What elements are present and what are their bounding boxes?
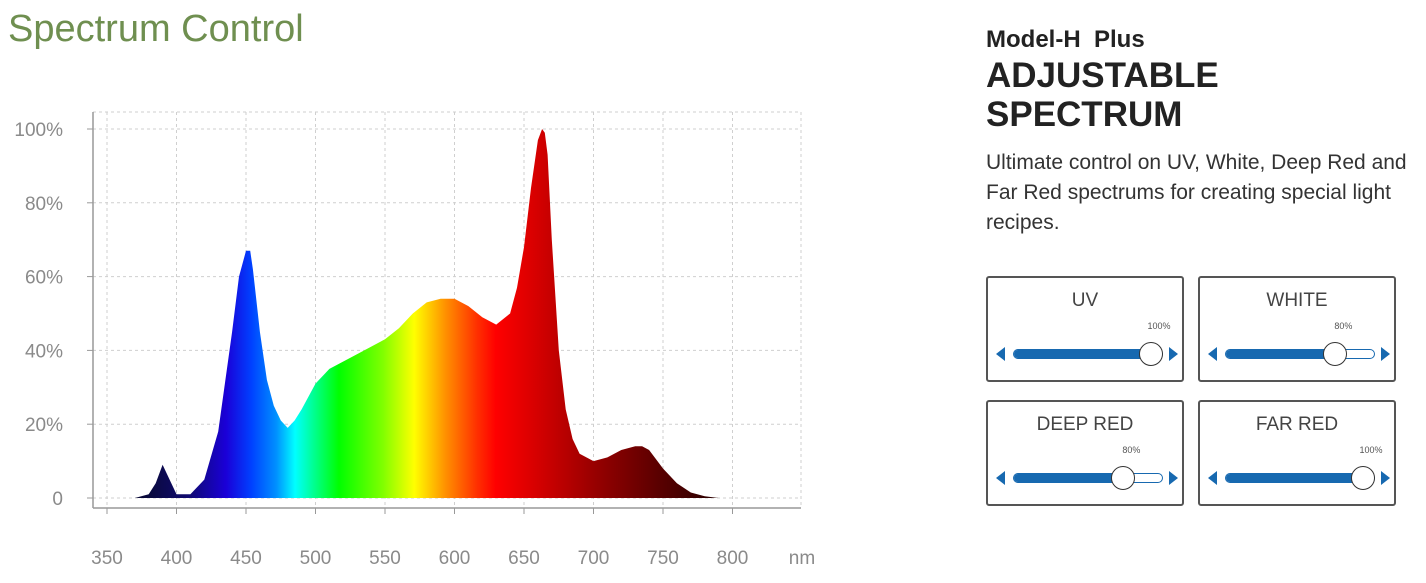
slider-fill bbox=[1014, 474, 1125, 482]
x-tick-label: 750 bbox=[647, 548, 679, 569]
decrease-arrow-icon[interactable] bbox=[996, 347, 1005, 361]
y-tick-label: 40% bbox=[25, 341, 63, 362]
x-tick-label: 550 bbox=[369, 548, 401, 569]
x-tick-label: 600 bbox=[439, 548, 471, 569]
y-tick-label: 0 bbox=[52, 489, 63, 510]
x-tick-label: 700 bbox=[578, 548, 610, 569]
slider-value: 100% bbox=[1359, 445, 1383, 455]
slider-fill bbox=[1226, 474, 1364, 482]
increase-arrow-icon[interactable] bbox=[1381, 347, 1390, 361]
slider-value: 80% bbox=[1122, 445, 1141, 455]
x-unit-label: nm bbox=[789, 548, 815, 569]
slider-label: WHITE bbox=[1266, 290, 1328, 311]
decrease-arrow-icon[interactable] bbox=[1208, 347, 1217, 361]
slider-value: 80% bbox=[1334, 321, 1353, 331]
decrease-arrow-icon[interactable] bbox=[996, 471, 1005, 485]
decrease-arrow-icon[interactable] bbox=[1208, 471, 1217, 485]
white-slider-handle[interactable] bbox=[1323, 342, 1348, 366]
increase-arrow-icon[interactable] bbox=[1381, 471, 1390, 485]
x-tick-label: 650 bbox=[508, 548, 540, 569]
x-tick-label: 350 bbox=[91, 548, 123, 569]
deep-red-slider-track[interactable] bbox=[1013, 473, 1163, 483]
slider-fill bbox=[1226, 350, 1337, 358]
spectrum-area bbox=[107, 129, 733, 498]
page-title: Spectrum Control bbox=[8, 8, 304, 50]
slider-label: FAR RED bbox=[1255, 414, 1339, 435]
white-slider-panel: WHITE 80% bbox=[1198, 276, 1396, 382]
increase-arrow-icon[interactable] bbox=[1169, 471, 1178, 485]
y-tick-label: 20% bbox=[25, 415, 63, 436]
chart-grid bbox=[93, 111, 802, 508]
slider-value: 100% bbox=[1147, 321, 1171, 331]
slider-fill bbox=[1014, 350, 1152, 358]
x-tick-label: 500 bbox=[300, 548, 332, 569]
far-red-slider-panel: FAR RED 100% bbox=[1198, 400, 1396, 506]
uv-slider-handle[interactable] bbox=[1139, 342, 1163, 366]
deep-red-slider-panel: DEEP RED 80% bbox=[986, 400, 1184, 506]
spectrum-chart: 0 20% 40% 60% 80% 100% 350 400 450 500 550 600 650 70… bbox=[14, 111, 815, 569]
y-tick-label: 80% bbox=[25, 194, 63, 215]
product-info: Model-H Plus ADJUSTABLE SPECTRUM Ultimat… bbox=[986, 24, 1416, 238]
increase-arrow-icon[interactable] bbox=[1169, 347, 1178, 361]
chart-axes bbox=[87, 112, 801, 514]
y-tick-label: 60% bbox=[25, 268, 63, 289]
x-tick-label: 800 bbox=[717, 548, 749, 569]
chart-tick-labels: 0 20% 40% 60% 80% 100% 350 400 450 500 550 600 650 70… bbox=[14, 120, 815, 569]
far-red-slider-handle[interactable] bbox=[1351, 466, 1375, 490]
x-tick-label: 450 bbox=[230, 548, 262, 569]
product-headline: ADJUSTABLE SPECTRUM bbox=[986, 56, 1219, 134]
deep-red-slider-handle[interactable] bbox=[1111, 466, 1136, 490]
model-name: Model-H Plus bbox=[986, 26, 1145, 53]
x-tick-label: 400 bbox=[161, 548, 193, 569]
slider-label: DEEP RED bbox=[1036, 414, 1134, 435]
product-description: Ultimate control on UV, White, Deep Red … bbox=[986, 151, 1407, 234]
slider-label: UV bbox=[1071, 290, 1099, 311]
y-tick-label: 100% bbox=[14, 120, 63, 141]
uv-slider-panel: UV 100% bbox=[986, 276, 1184, 382]
white-slider-track[interactable] bbox=[1225, 349, 1375, 359]
